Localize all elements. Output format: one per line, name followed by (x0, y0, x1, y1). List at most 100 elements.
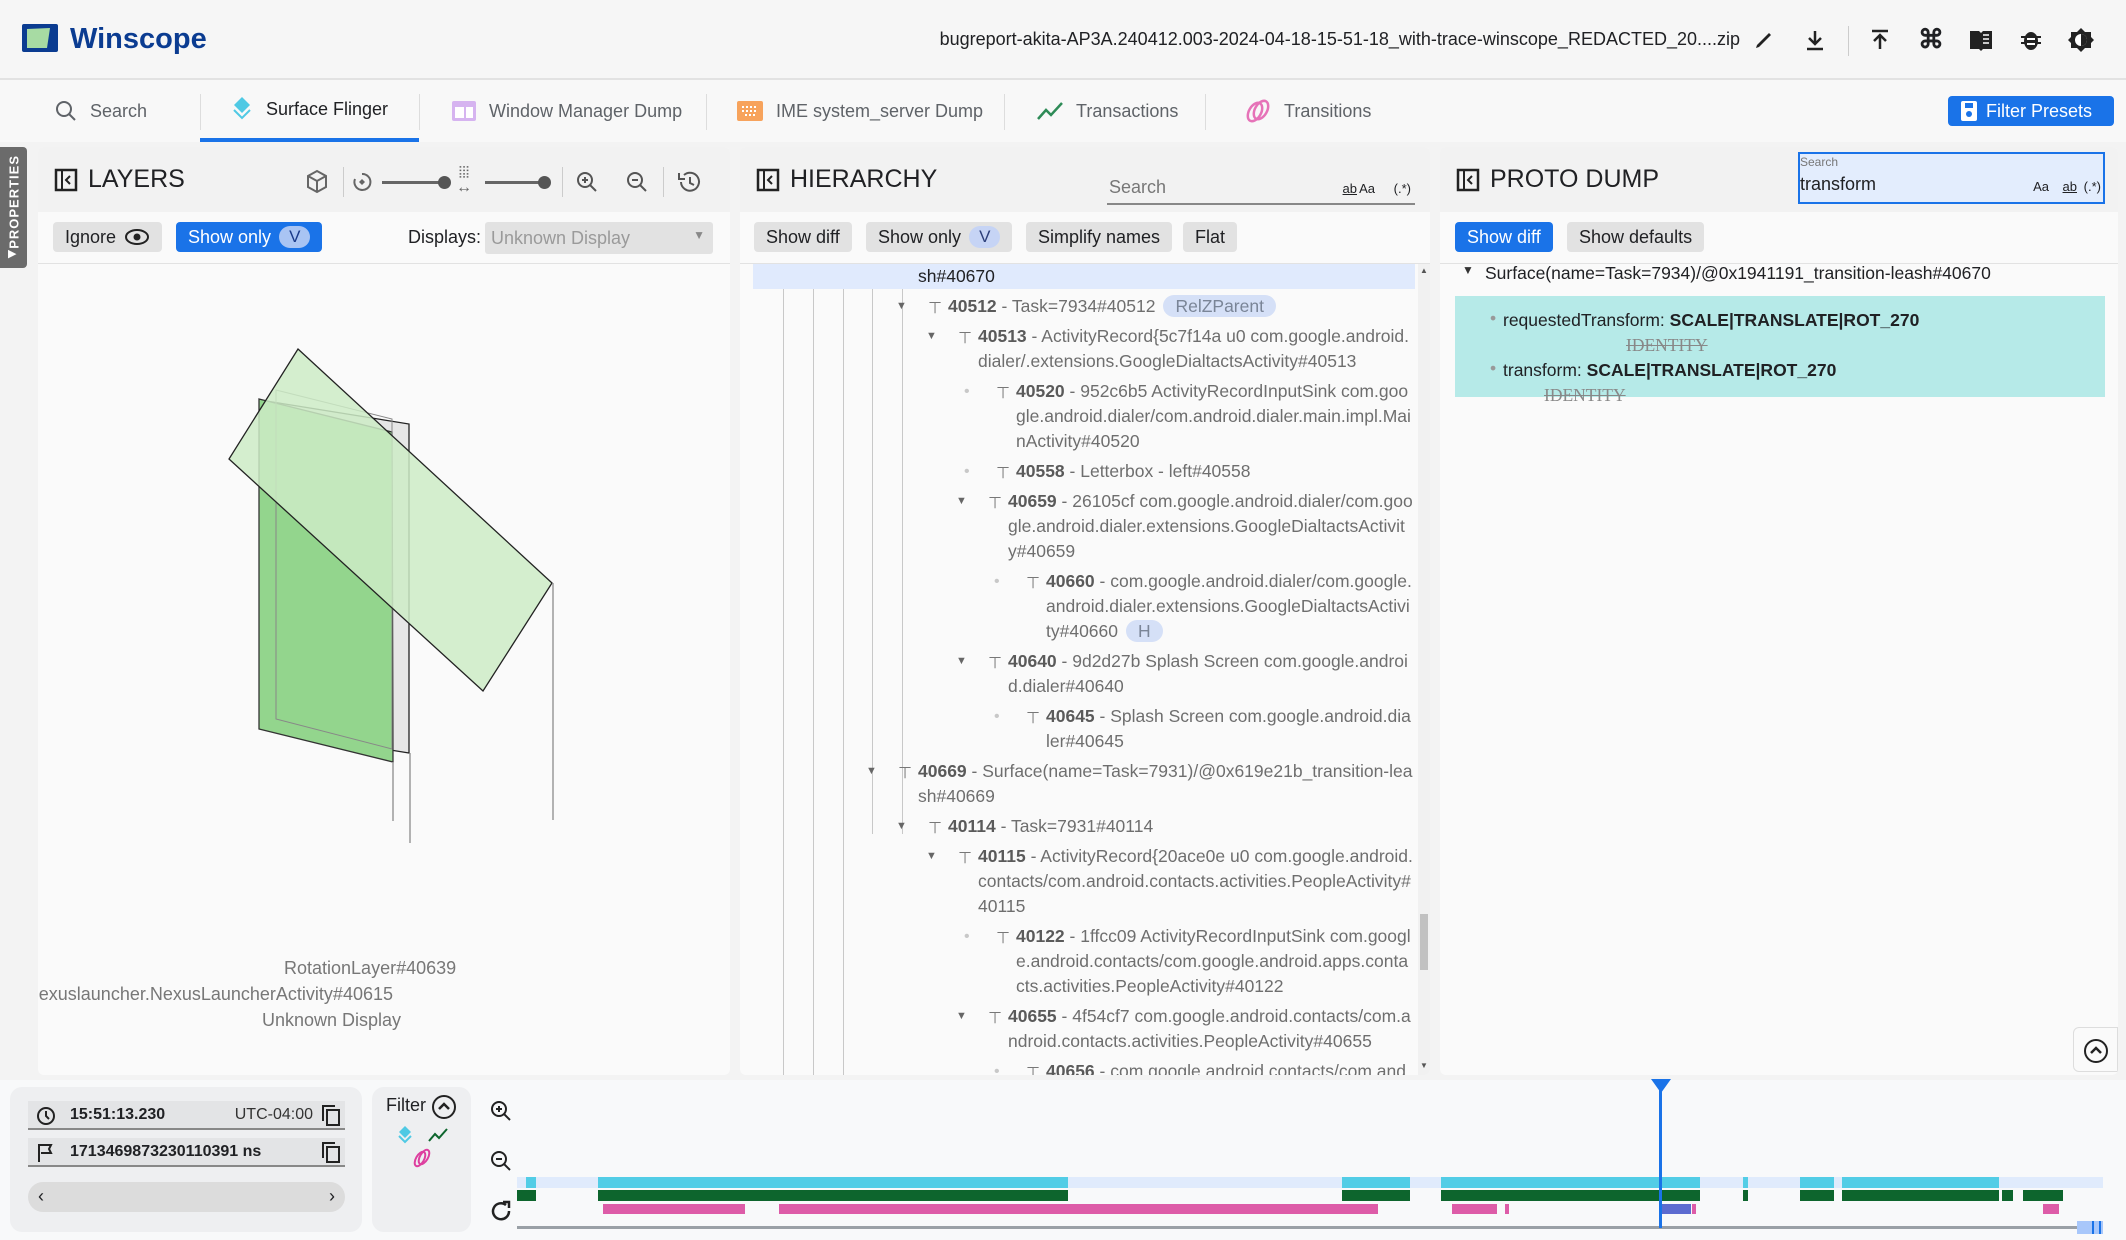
tab-transitions[interactable]: Transitions (1244, 80, 1371, 142)
displays-select[interactable]: Unknown Display ▼ (485, 222, 713, 254)
transactions-entry[interactable] (1342, 1190, 1410, 1201)
scroll-down-arrow-icon[interactable]: ▼ (1420, 1061, 1428, 1070)
proto-prop-row[interactable]: • transform: SCALE|TRANSLATE|ROT_270 IDE… (1490, 358, 1836, 408)
collapse-panel-icon[interactable] (1456, 168, 1480, 192)
ignore-button[interactable]: Ignore (53, 222, 163, 252)
tree-node-row[interactable]: 40115 - ActivityRecord{20ace0e u0 com.go… (978, 846, 1413, 916)
selected-transition-entry[interactable] (1660, 1204, 1691, 1214)
regex-toggle[interactable]: (.*) (2083, 179, 2101, 194)
layer-label-launcher[interactable]: exuslauncher.NexusLauncherActivity#40615 (38, 984, 393, 1004)
timeline-axis[interactable] (517, 1226, 2077, 1229)
tab-search[interactable]: Search (54, 80, 147, 142)
expand-arrow-icon[interactable]: ▼ (956, 495, 967, 507)
ns-timestamp-field[interactable]: 1713469873230110391 ns (28, 1138, 345, 1167)
rings-icon[interactable] (412, 1147, 432, 1169)
collapse-panel-icon[interactable] (756, 168, 780, 192)
spacing-slider-handle[interactable] (538, 176, 551, 189)
tree-node-row[interactable]: 40558 - Letterbox - left#40558 (1016, 461, 1251, 481)
flat-button[interactable]: Flat (1183, 222, 1238, 252)
selected-node-row[interactable]: sh#40670 (753, 264, 1415, 289)
transactions-entry[interactable] (517, 1190, 536, 1201)
match-case-toggle[interactable]: Aa (1359, 181, 1375, 196)
trend-icon[interactable] (428, 1127, 448, 1143)
transitions-entry[interactable] (603, 1204, 745, 1214)
timeline-zoom-in-icon[interactable] (489, 1099, 515, 1125)
theme-icon[interactable] (2068, 27, 2094, 53)
match-word-toggle[interactable]: ab (1342, 181, 1357, 196)
tab-transactions[interactable]: Transactions (1036, 80, 1178, 142)
timeline-zoom-out-icon[interactable] (489, 1149, 515, 1175)
reset-history-icon[interactable] (676, 169, 702, 195)
tree-node-row[interactable]: 40122 - 1ffcc09 ActivityRecordInputSink … (1016, 926, 1411, 996)
expand-arrow-icon[interactable]: ▼ (956, 1010, 967, 1022)
bug-icon[interactable] (2019, 27, 2043, 53)
surface-flinger-entry[interactable] (1342, 1177, 1410, 1188)
transitions-entry[interactable] (1692, 1204, 1696, 1214)
documentation-icon[interactable] (1968, 28, 1994, 52)
download-icon[interactable] (1803, 28, 1827, 52)
expand-arrow-icon[interactable]: ▼ (866, 765, 877, 777)
tab-surface-flinger[interactable]: Surface Flinger (200, 80, 419, 142)
display-label[interactable]: Unknown Display (262, 1010, 402, 1030)
transactions-entry[interactable] (1441, 1190, 1700, 1201)
tree-node-row[interactable]: 40512 - Task=7934#40512 RelZParent (948, 294, 1413, 319)
match-word-toggle[interactable]: ab (2062, 179, 2077, 194)
surface-flinger-entry[interactable] (598, 1177, 1068, 1188)
transitions-entry[interactable] (1505, 1204, 1509, 1214)
upload-icon[interactable] (1868, 28, 1892, 52)
transactions-entry[interactable] (2002, 1190, 2013, 1201)
tab-ime[interactable]: IME system_server Dump (736, 80, 983, 142)
transactions-entry[interactable] (1743, 1190, 1748, 1201)
next-entry-button[interactable]: › (329, 1186, 335, 1206)
show-diff-button[interactable]: Show diff (754, 222, 852, 252)
tree-node-row[interactable]: 40659 - 26105cf com.google.android.diale… (1008, 491, 1413, 561)
shortcuts-icon[interactable]: ⌘ (1918, 24, 1944, 54)
transitions-entry[interactable] (779, 1204, 1378, 1214)
surface-flinger-entry[interactable] (1441, 1177, 1700, 1188)
zoom-out-icon[interactable] (625, 170, 649, 194)
surface-flinger-track[interactable] (517, 1177, 2103, 1188)
timestamp-field[interactable]: 15:51:13.230 UTC-04:00 (28, 1101, 345, 1130)
regex-toggle[interactable]: (.*) (1393, 181, 1411, 196)
tree-node-row[interactable]: 40645 - Splash Screen com.google.android… (1046, 706, 1411, 751)
layers-icon[interactable] (396, 1125, 414, 1145)
timeline-range-handle[interactable] (2077, 1221, 2103, 1234)
transitions-entry[interactable] (2043, 1204, 2059, 1214)
zoom-in-icon[interactable] (575, 170, 599, 194)
chevron-up-circle-icon[interactable] (431, 1094, 457, 1120)
expand-arrow-icon[interactable]: ▼ (926, 850, 937, 862)
scroll-up-arrow-icon[interactable]: ▲ (1420, 266, 1428, 275)
show-diff-button[interactable]: Show diff (1455, 222, 1553, 252)
transactions-entry[interactable] (1800, 1190, 1834, 1201)
proto-search-input[interactable]: Search transform Aa ab (.*) (1798, 152, 2105, 204)
expand-arrow-icon[interactable]: ▼ (1462, 263, 1474, 277)
show-only-button[interactable]: Show only V (866, 222, 1013, 252)
tree-node-row[interactable]: 40520 - 952c6b5 ActivityRecordInputSink … (1016, 381, 1411, 451)
copy-icon[interactable] (321, 1104, 341, 1126)
simplify-names-button[interactable]: Simplify names (1026, 222, 1173, 252)
tree-node-row[interactable]: 40114 - Task=7931#40114 (948, 816, 1154, 836)
expand-arrow-icon[interactable]: ▼ (896, 300, 907, 312)
tree-node-row[interactable]: 40656 - com.google.android.contacts/com.… (1046, 1059, 1413, 1075)
scroll-to-top-button[interactable] (2073, 1027, 2118, 1072)
tree-node-row[interactable]: 40655 - 4f54cf7 com.google.android.conta… (1008, 1006, 1411, 1051)
layer-rect-leash[interactable] (228, 347, 553, 693)
filter-presets-button[interactable]: Filter Presets (1948, 96, 2114, 126)
expand-arrow-icon[interactable]: ▼ (896, 820, 907, 832)
match-case-toggle[interactable]: Aa (2033, 179, 2049, 194)
collapse-panel-icon[interactable] (54, 168, 78, 192)
tree-node-row[interactable]: 40669 - Surface(name=Task=7931)/@0x619e2… (918, 761, 1413, 806)
surface-flinger-entry[interactable] (1743, 1177, 1748, 1188)
expand-arrow-icon[interactable]: ▼ (926, 330, 937, 342)
previous-entry-button[interactable]: ‹ (38, 1186, 44, 1206)
transactions-entry[interactable] (2023, 1190, 2063, 1201)
range-handle-grip[interactable] (2099, 1221, 2101, 1234)
hierarchy-search-input[interactable]: Search Aa ab (.*) (1107, 175, 1415, 205)
tree-node-row[interactable]: 40660 - com.google.android.dialer/com.go… (1046, 571, 1412, 642)
edit-icon[interactable] (1752, 28, 1776, 52)
transactions-entry[interactable] (598, 1190, 1068, 1201)
surface-flinger-entry[interactable] (526, 1177, 536, 1188)
surface-flinger-entry[interactable] (1800, 1177, 1834, 1188)
timeline-cursor[interactable] (1659, 1086, 1662, 1228)
copy-icon[interactable] (321, 1141, 341, 1163)
